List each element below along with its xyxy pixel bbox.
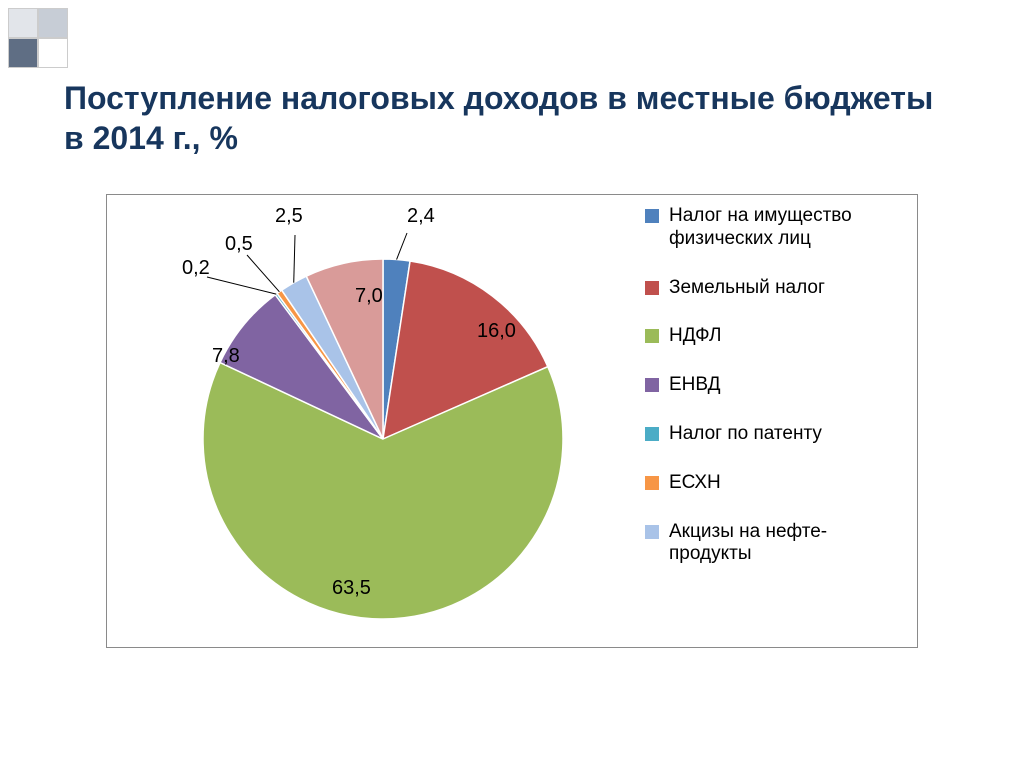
decor-square bbox=[8, 38, 38, 68]
legend-label: ЕСХН bbox=[669, 472, 721, 495]
legend-item: ЕНВД bbox=[645, 374, 895, 397]
legend-item: ЕСХН bbox=[645, 472, 895, 495]
legend-item: Налог на имущество физических лиц bbox=[645, 205, 895, 251]
data-label: 16,0 bbox=[477, 320, 516, 343]
data-label: 7,0 bbox=[355, 285, 383, 308]
legend-item: Налог по патенту bbox=[645, 423, 895, 446]
data-label: 0,5 bbox=[225, 233, 253, 256]
legend-label: Налог на имущество физических лиц bbox=[669, 205, 895, 251]
legend-label: Акцизы на нефте-продукты bbox=[669, 521, 895, 567]
legend-swatch bbox=[645, 525, 659, 539]
legend-label: НДФЛ bbox=[669, 325, 721, 348]
data-label: 2,5 bbox=[275, 205, 303, 228]
pie-chart-container: 2,4 16,0 63,5 7,8 0,2 0,5 2,5 7,0 Налог на имущ… bbox=[106, 194, 918, 648]
data-label: 2,4 bbox=[407, 205, 435, 228]
decor-square bbox=[38, 38, 68, 68]
legend: Налог на имущество физических лиц Земельн… bbox=[645, 205, 895, 592]
data-label: 63,5 bbox=[332, 577, 371, 600]
legend-item: Акцизы на нефте-продукты bbox=[645, 521, 895, 567]
legend-swatch bbox=[645, 476, 659, 490]
legend-label: ЕНВД bbox=[669, 374, 721, 397]
legend-label: Налог по патенту bbox=[669, 423, 822, 446]
legend-label: Земельный налог bbox=[669, 277, 825, 300]
legend-item: НДФЛ bbox=[645, 325, 895, 348]
data-label: 7,8 bbox=[212, 345, 240, 368]
page-title: Поступление налоговых доходов в местные … bbox=[64, 78, 960, 158]
legend-swatch bbox=[645, 427, 659, 441]
legend-swatch bbox=[645, 329, 659, 343]
legend-swatch bbox=[645, 378, 659, 392]
data-label: 0,2 bbox=[182, 257, 210, 280]
legend-swatch bbox=[645, 209, 659, 223]
decor-square bbox=[38, 8, 68, 38]
legend-swatch bbox=[645, 281, 659, 295]
legend-item: Земельный налог bbox=[645, 277, 895, 300]
decor-square bbox=[8, 8, 38, 38]
